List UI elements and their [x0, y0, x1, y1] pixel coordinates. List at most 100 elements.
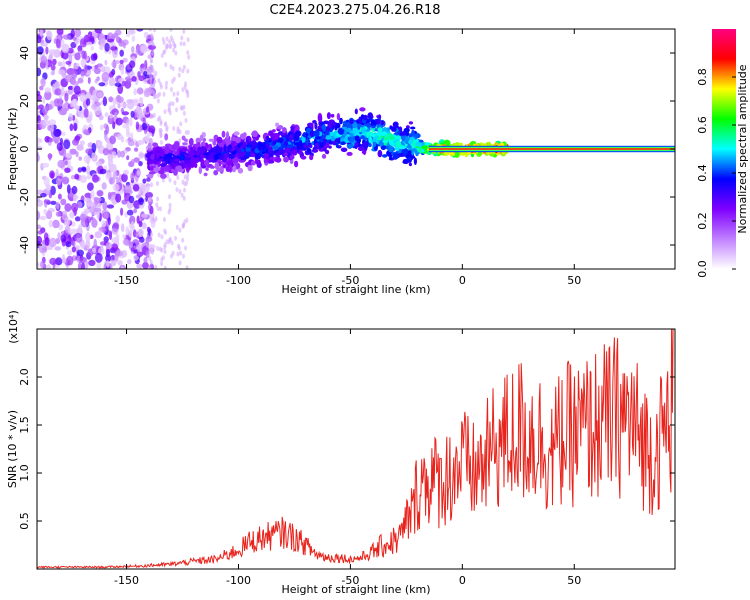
heatmap-cell [73, 63, 79, 70]
heatmap-cell [324, 130, 330, 136]
heatmap-cell [183, 181, 187, 187]
heatmap-cell [171, 78, 175, 84]
heatmap-cell [141, 222, 147, 230]
heatmap-cell [326, 112, 331, 120]
heatmap-cell [115, 117, 123, 126]
heatmap-cell [368, 136, 373, 144]
heatmap-cell [87, 182, 94, 191]
heatmap-cell [157, 78, 161, 84]
spectrogram-y-ticks: -40 -20 0 20 40 [18, 46, 675, 254]
heatmap-cell [61, 176, 70, 185]
x-tick-label: 0 [459, 574, 466, 587]
heatmap-cell [163, 49, 167, 55]
heatmap-cell [61, 210, 68, 221]
heatmap-cell [403, 127, 410, 133]
heatmap-cell [93, 67, 101, 75]
y-tick-label: 0.5 [18, 512, 31, 530]
heatmap-cell [48, 153, 52, 161]
heatmap-cell [141, 213, 148, 218]
colorbar-label: Normalized spectral amplitude [736, 64, 749, 233]
heatmap-cell [171, 168, 175, 173]
heatmap-cell [328, 145, 332, 149]
heatmap-cell [202, 137, 206, 142]
heatmap-cell [71, 80, 80, 86]
heatmap-cell [112, 183, 120, 192]
heatmap-cell [169, 236, 172, 242]
heatmap-cell [94, 231, 103, 239]
heatmap-cell [159, 121, 163, 127]
heatmap-cell [459, 142, 463, 146]
heatmap-cell [293, 133, 299, 140]
heatmap-cell [94, 29, 103, 34]
heatmap-cell [149, 78, 153, 84]
heatmap-cell [41, 162, 50, 168]
heatmap-cell [63, 102, 68, 109]
heatmap-cell [181, 68, 185, 74]
heatmap-cell [361, 134, 365, 140]
heatmap-cell [182, 41, 186, 47]
heatmap-cell [179, 41, 183, 47]
heatmap-cell [91, 65, 95, 72]
heatmap-cell [398, 153, 405, 157]
heatmap-cell [64, 203, 72, 212]
heatmap-cell [177, 243, 180, 249]
heatmap-cell [71, 246, 77, 253]
heatmap-cell [150, 154, 155, 161]
heatmap-cell [135, 48, 142, 55]
heatmap-cell [97, 140, 103, 148]
heatmap-cell [77, 45, 83, 52]
heatmap-cell [297, 142, 303, 150]
heatmap-cell [136, 29, 144, 32]
heatmap-cell [335, 122, 341, 129]
heatmap-cell [174, 50, 178, 56]
heatmap-cell [56, 142, 63, 152]
heatmap-cell [179, 121, 183, 127]
heatmap-cell [275, 122, 280, 127]
heatmap-cell [181, 87, 185, 93]
x-tick-label: -50 [341, 274, 359, 287]
heatmap-cell [107, 191, 112, 200]
heatmap-cell [86, 41, 93, 46]
heatmap-cell [356, 123, 362, 128]
heatmap-cell [184, 117, 188, 123]
heatmap-cell [218, 142, 225, 147]
heatmap-cell [98, 226, 106, 232]
heatmap-cell [143, 257, 148, 264]
heatmap-cell [71, 185, 78, 195]
snr-series-line [37, 329, 674, 569]
heatmap-cell [245, 151, 252, 157]
heatmap-cell [57, 61, 63, 67]
heatmap-cell [133, 157, 140, 163]
heatmap-cell [115, 193, 122, 203]
heatmap-cell [145, 250, 150, 259]
heatmap-cell [142, 117, 146, 125]
heatmap-cell [162, 91, 166, 97]
heatmap-cell [168, 110, 172, 116]
heatmap-cell [57, 193, 62, 200]
heatmap-cell [382, 139, 389, 144]
spectrogram-panel: -150 -100 -50 0 50 -40 -20 0 20 40 Height of str… [6, 28, 676, 296]
heatmap-cell [336, 113, 341, 121]
heatmap-cell [359, 107, 366, 112]
heatmap-cell [416, 142, 423, 148]
heatmap-cell [57, 232, 61, 239]
heatmap-cell [160, 140, 163, 145]
heatmap-cell [188, 138, 194, 146]
x-tick-label: -150 [114, 274, 139, 287]
heatmap-cell [163, 109, 167, 115]
heatmap-cell [289, 154, 295, 160]
heatmap-cell [335, 141, 339, 149]
y-tick-label: 1.5 [18, 416, 31, 434]
heatmap-cell [283, 156, 289, 163]
heatmap-cell [64, 217, 71, 227]
heatmap-cell [321, 154, 327, 159]
heatmap-cell [124, 212, 128, 218]
heatmap-cell [349, 132, 354, 137]
heatmap-cell [176, 148, 180, 155]
heatmap-cell [275, 157, 282, 163]
heatmap-cell [106, 260, 110, 268]
heatmap-cell [130, 159, 135, 165]
heatmap-cell [69, 211, 75, 219]
heatmap-cell [95, 161, 103, 167]
heatmap-cell [43, 176, 50, 187]
